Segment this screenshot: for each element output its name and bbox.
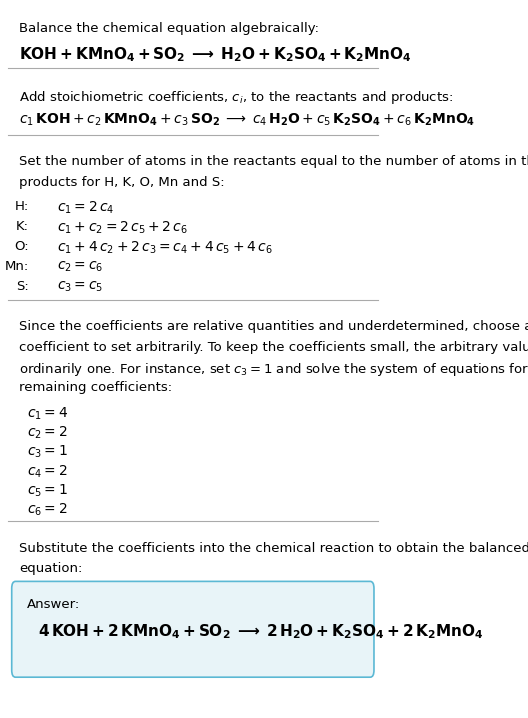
Text: Add stoichiometric coefficients, $c_i$, to the reactants and products:: Add stoichiometric coefficients, $c_i$, … bbox=[19, 88, 454, 106]
FancyBboxPatch shape bbox=[12, 582, 374, 677]
Text: $c_1 + 4\,c_2 + 2\,c_3 = c_4 + 4\,c_5 + 4\,c_6$: $c_1 + 4\,c_2 + 2\,c_3 = c_4 + 4\,c_5 + … bbox=[57, 240, 272, 256]
Text: Answer:: Answer: bbox=[27, 597, 80, 611]
Text: remaining coefficients:: remaining coefficients: bbox=[19, 381, 172, 394]
Text: $c_6 = 2$: $c_6 = 2$ bbox=[27, 502, 68, 518]
Text: $c_1 = 2\,c_4$: $c_1 = 2\,c_4$ bbox=[57, 200, 115, 216]
Text: Balance the chemical equation algebraically:: Balance the chemical equation algebraica… bbox=[19, 22, 319, 35]
Text: coefficient to set arbitrarily. To keep the coefficients small, the arbitrary va: coefficient to set arbitrarily. To keep … bbox=[19, 340, 528, 353]
Text: $c_1 = 4$: $c_1 = 4$ bbox=[27, 405, 68, 421]
Text: ordinarily one. For instance, set $c_3 = 1$ and solve the system of equations fo: ordinarily one. For instance, set $c_3 =… bbox=[19, 361, 528, 378]
Text: Since the coefficients are relative quantities and underdetermined, choose a: Since the coefficients are relative quan… bbox=[19, 320, 528, 333]
Text: O:: O: bbox=[14, 240, 29, 253]
Text: $c_3 = 1$: $c_3 = 1$ bbox=[27, 444, 68, 460]
Text: $c_1 + c_2 = 2\,c_5 + 2\,c_6$: $c_1 + c_2 = 2\,c_5 + 2\,c_6$ bbox=[57, 220, 188, 236]
Text: H:: H: bbox=[14, 200, 29, 213]
Text: products for H, K, O, Mn and S:: products for H, K, O, Mn and S: bbox=[19, 176, 225, 189]
Text: $c_1\,\mathbf{KOH} + c_2\,\mathbf{KMnO_4} + c_3\,\mathbf{SO_2}\;\longrightarrow\: $c_1\,\mathbf{KOH} + c_2\,\mathbf{KMnO_4… bbox=[19, 111, 476, 128]
Text: equation:: equation: bbox=[19, 562, 83, 575]
Text: Set the number of atoms in the reactants equal to the number of atoms in the: Set the number of atoms in the reactants… bbox=[19, 155, 528, 168]
Text: $\mathbf{KOH + KMnO_4 + SO_2 \;\longrightarrow\; H_2O + K_2SO_4 + K_2MnO_4}$: $\mathbf{KOH + KMnO_4 + SO_2 \;\longrigh… bbox=[19, 45, 412, 64]
Text: Mn:: Mn: bbox=[4, 260, 29, 273]
Text: K:: K: bbox=[16, 220, 29, 233]
Text: $c_4 = 2$: $c_4 = 2$ bbox=[27, 463, 68, 480]
Text: $\mathbf{4\,KOH + 2\,KMnO_4 + SO_2 \;\longrightarrow\; 2\,H_2O + K_2SO_4 + 2\,K_: $\mathbf{4\,KOH + 2\,KMnO_4 + SO_2 \;\lo… bbox=[38, 622, 483, 640]
Text: S:: S: bbox=[16, 279, 29, 293]
Text: $c_3 = c_5$: $c_3 = c_5$ bbox=[57, 279, 103, 294]
Text: Substitute the coefficients into the chemical reaction to obtain the balanced: Substitute the coefficients into the che… bbox=[19, 542, 528, 555]
Text: $c_5 = 1$: $c_5 = 1$ bbox=[27, 482, 68, 499]
Text: $c_2 = 2$: $c_2 = 2$ bbox=[27, 424, 68, 441]
Text: $c_2 = c_6$: $c_2 = c_6$ bbox=[57, 260, 103, 274]
